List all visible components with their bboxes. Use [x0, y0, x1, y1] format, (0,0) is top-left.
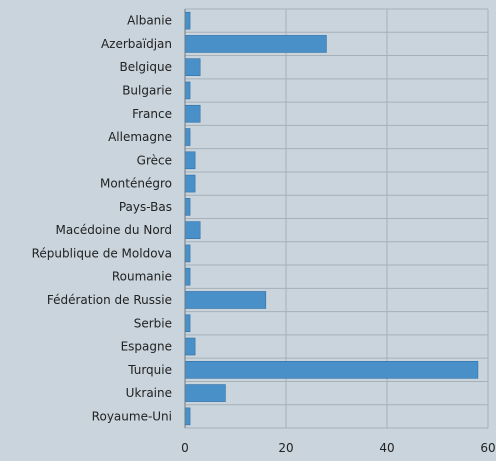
- bar: [184, 267, 191, 286]
- bar: [184, 174, 196, 193]
- bar: [184, 81, 191, 100]
- x-tick-label: 60: [480, 441, 495, 455]
- bar: [184, 104, 201, 123]
- category-label: France: [132, 107, 172, 121]
- category-label: Bulgarie: [122, 83, 172, 97]
- bar: [184, 314, 191, 333]
- bar: [184, 291, 267, 309]
- category-label: République de Moldova: [32, 246, 172, 260]
- category-label: Allemagne: [108, 130, 172, 144]
- bar: [184, 407, 191, 426]
- category-label: Pays-Bas: [119, 200, 172, 214]
- category-label: Turquie: [127, 363, 172, 377]
- category-label: Royaume-Uni: [92, 409, 172, 423]
- bar: [184, 221, 201, 239]
- category-label: Belgique: [119, 60, 172, 74]
- category-label: Azerbaïdjan: [101, 37, 172, 51]
- category-label: Macédoine du Nord: [56, 223, 172, 237]
- category-label: Fédération de Russie: [47, 293, 172, 307]
- bar: [184, 151, 196, 170]
- bar-layer: [184, 11, 479, 426]
- grid-layer: [184, 8, 489, 429]
- bar: [184, 337, 196, 356]
- category-label: Espagne: [121, 340, 172, 354]
- bar: [184, 361, 479, 379]
- x-tick-label: 40: [379, 441, 394, 455]
- x-tick-label: 20: [278, 441, 293, 455]
- category-label: Roumanie: [112, 270, 172, 284]
- category-label: Albanie: [127, 14, 172, 28]
- bar: [184, 11, 191, 30]
- bar: [184, 58, 201, 76]
- bar: [184, 384, 226, 402]
- bar: [184, 128, 191, 146]
- category-label: Monténégro: [100, 177, 172, 191]
- category-label: Grèce: [137, 153, 172, 167]
- category-label: Serbie: [134, 316, 172, 330]
- bar: [184, 198, 191, 216]
- x-tick-label: 0: [181, 441, 189, 455]
- bar: [184, 244, 191, 263]
- category-labels: Albanie Azerbaïdjan Belgique Bulgarie France…: [32, 14, 172, 424]
- x-axis-ticks: 0 20 40 60: [181, 441, 495, 455]
- category-label: Ukraine: [126, 386, 172, 400]
- bar: [184, 35, 327, 53]
